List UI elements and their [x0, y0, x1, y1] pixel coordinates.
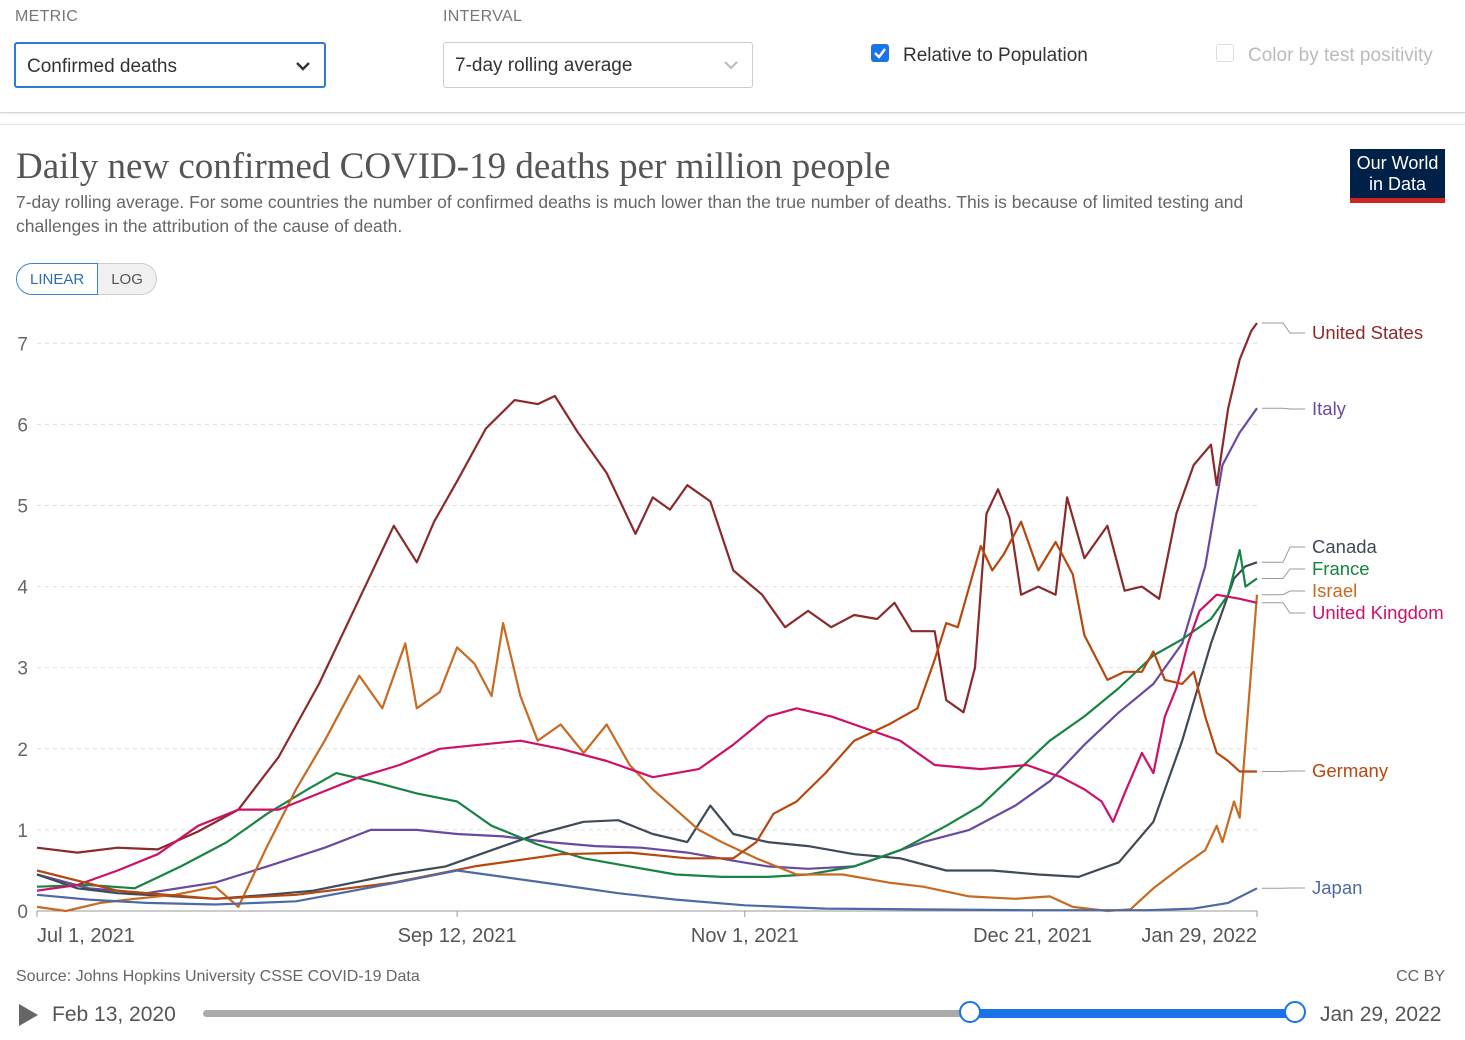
x-tick-label: Jul 1, 2021: [37, 925, 135, 947]
series-line-germany: [37, 522, 1257, 899]
end-label-germany: Germany: [1312, 760, 1389, 781]
series-end-labels: United States Italy CanadaFranceIsraelUnit…: [1262, 322, 1444, 898]
y-tick-label: 7: [17, 334, 28, 355]
relative-to-population-checkbox[interactable]: [871, 44, 889, 62]
series-lines: [37, 323, 1257, 911]
end-label-connector: [1262, 591, 1305, 595]
timeline-end-handle[interactable]: [1284, 1001, 1306, 1023]
end-label-connector: [1262, 771, 1305, 772]
end-label-connector: [1262, 323, 1305, 333]
end-label-israel: Israel: [1312, 580, 1357, 601]
y-tick-label: 4: [17, 578, 28, 599]
x-axis: Jul 1, 2021 Sep 12, 2021 Nov 1, 2021 Dec 21…: [37, 911, 1257, 947]
end-label-france: France: [1312, 558, 1370, 579]
x-tick-label: Jan 29, 2022: [1141, 925, 1257, 947]
color-by-test-positivity-label[interactable]: Color by test positivity: [1248, 45, 1433, 67]
y-tick-label: 0: [17, 902, 28, 923]
checkmark-icon: [871, 44, 889, 62]
y-tick-label: 2: [17, 740, 28, 761]
end-label-united-kingdom: United Kingdom: [1312, 602, 1444, 623]
source-note: Source: Johns Hopkins University CSSE CO…: [16, 968, 420, 986]
timeline-selected-range[interactable]: [970, 1009, 1295, 1018]
linear-scale-button[interactable]: LINEAR: [16, 263, 98, 295]
end-label-italy: Italy: [1312, 398, 1347, 419]
x-tick-label: Sep 12, 2021: [398, 925, 517, 947]
end-label-connector: [1262, 569, 1305, 579]
color-by-test-positivity-checkbox[interactable]: [1216, 44, 1234, 62]
logo-line-1: Our World: [1350, 153, 1445, 174]
controls-bar: METRIC Confirmed deaths INTERVAL 7-day r…: [0, 0, 1465, 113]
x-tick-label: Dec 21, 2021: [973, 925, 1092, 947]
chart-subtitle: 7-day rolling average. For some countrie…: [16, 190, 1306, 238]
license-note: CC BY: [1396, 968, 1445, 986]
log-scale-button[interactable]: LOG: [98, 263, 157, 295]
metric-select[interactable]: Confirmed deaths: [14, 42, 326, 88]
logo-line-2: in Data: [1350, 174, 1445, 195]
y-tick-label: 1: [17, 821, 28, 842]
end-label-connector: [1262, 547, 1305, 562]
y-axis-ticks: 0 1 2 3 4 5 6 7: [17, 334, 28, 923]
chevron-down-icon: [722, 56, 740, 74]
series-line-united-states: [37, 323, 1257, 853]
relative-to-population-label[interactable]: Relative to Population: [903, 45, 1088, 67]
series-line-israel: [37, 595, 1257, 911]
timeline-start-handle[interactable]: [959, 1001, 981, 1023]
timeline-start-label: Feb 13, 2020: [52, 1003, 176, 1027]
chevron-down-icon: [294, 57, 312, 75]
metric-select-value: Confirmed deaths: [27, 56, 177, 78]
interval-select[interactable]: 7-day rolling average: [443, 42, 753, 88]
interval-label: INTERVAL: [443, 8, 522, 26]
end-label-united-states: United States: [1312, 322, 1423, 343]
scale-toggle: LINEAR LOG: [16, 263, 157, 295]
chart-title: Daily new confirmed COVID-19 deaths per …: [16, 145, 890, 188]
owid-logo[interactable]: Our World in Data: [1350, 149, 1445, 203]
end-label-connector: [1262, 408, 1305, 409]
timeline: Feb 13, 2020 Jan 29, 2022: [0, 995, 1465, 1035]
timeline-end-label: Jan 29, 2022: [1320, 1003, 1441, 1027]
end-label-connector: [1262, 603, 1305, 613]
end-label-canada: Canada: [1312, 536, 1378, 557]
series-line-france: [37, 550, 1257, 888]
y-tick-label: 5: [17, 497, 28, 518]
interval-select-value: 7-day rolling average: [455, 55, 632, 77]
line-chart: 0 1 2 3 4 5 6 7 Jul 1, 2021 Sep 12, 2021 Nov 1, 2…: [0, 300, 1465, 960]
play-icon[interactable]: [19, 1004, 38, 1026]
y-tick-label: 3: [17, 659, 28, 680]
x-tick-label: Nov 1, 2021: [691, 925, 799, 947]
y-tick-label: 6: [17, 415, 28, 436]
end-label-japan: Japan: [1312, 877, 1362, 898]
metric-label: METRIC: [15, 8, 78, 26]
